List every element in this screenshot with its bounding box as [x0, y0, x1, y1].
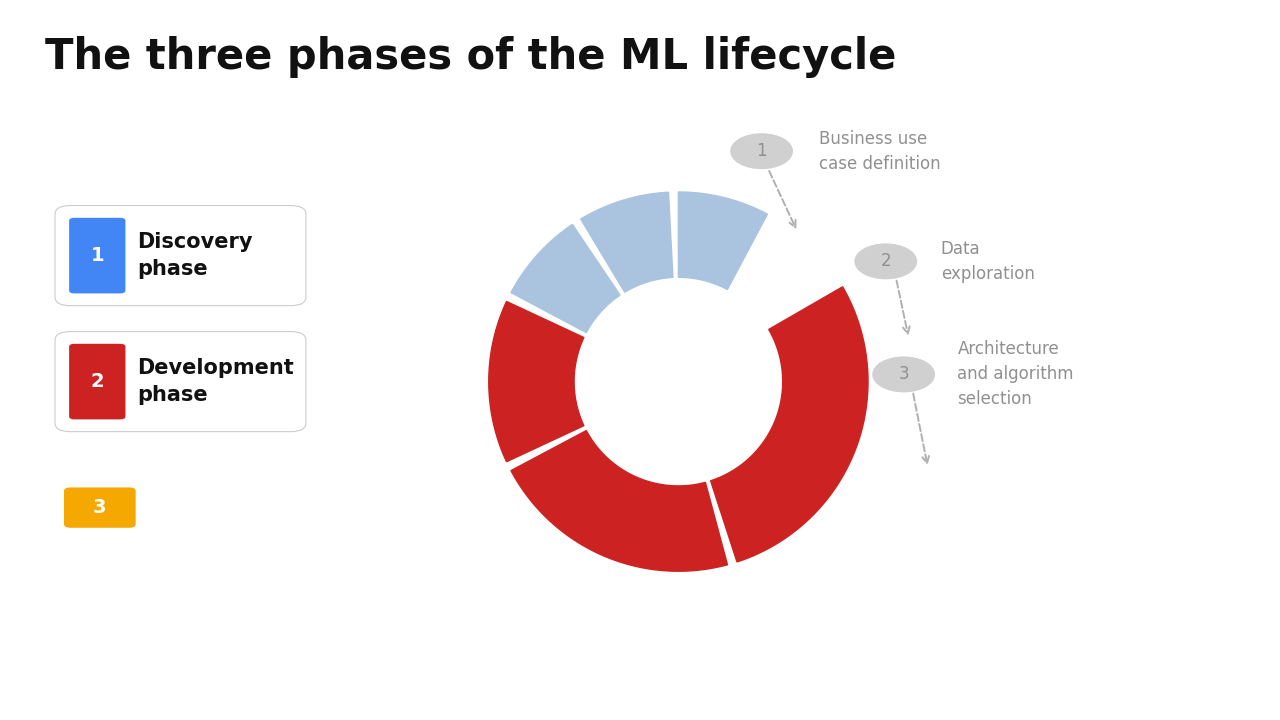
Circle shape — [855, 244, 916, 279]
Text: 1: 1 — [756, 142, 767, 160]
Polygon shape — [511, 225, 620, 333]
FancyBboxPatch shape — [55, 331, 306, 432]
Text: 1: 1 — [91, 246, 104, 265]
FancyBboxPatch shape — [69, 217, 125, 294]
Polygon shape — [710, 287, 868, 562]
Text: 3: 3 — [899, 366, 909, 383]
Text: Data
exploration: Data exploration — [941, 240, 1034, 283]
Polygon shape — [678, 192, 768, 289]
Text: 3: 3 — [93, 498, 106, 517]
Text: The three phases of the ML lifecycle: The three phases of the ML lifecycle — [45, 36, 896, 78]
Text: 2: 2 — [881, 253, 891, 270]
Circle shape — [731, 134, 792, 168]
Text: Business use
case definition: Business use case definition — [819, 130, 941, 173]
Text: Architecture
and algorithm
selection: Architecture and algorithm selection — [957, 341, 1074, 408]
Circle shape — [873, 357, 934, 392]
Polygon shape — [489, 302, 584, 462]
Text: 2: 2 — [91, 372, 104, 391]
Text: Discovery
phase: Discovery phase — [137, 233, 252, 279]
FancyBboxPatch shape — [69, 344, 125, 419]
Text: Development
phase: Development phase — [137, 359, 293, 405]
FancyBboxPatch shape — [64, 487, 136, 528]
Polygon shape — [511, 431, 727, 571]
FancyBboxPatch shape — [55, 205, 306, 305]
Polygon shape — [581, 192, 673, 292]
